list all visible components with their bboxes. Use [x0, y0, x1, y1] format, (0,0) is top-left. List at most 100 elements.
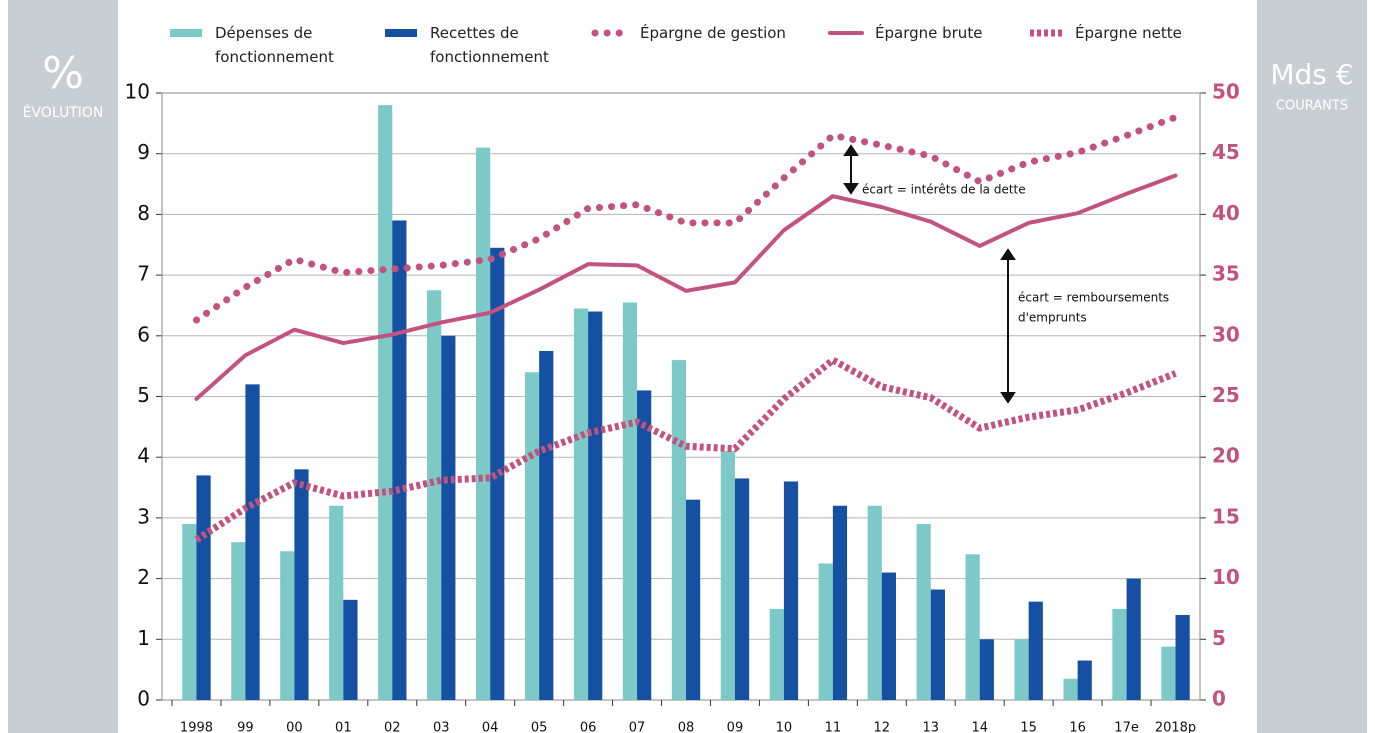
x-tick-label: 09	[727, 721, 744, 733]
bar	[1161, 646, 1176, 700]
bar	[427, 290, 442, 700]
x-tick-label: 07	[629, 721, 646, 733]
x-tick-label: 16	[1069, 721, 1086, 733]
line-solid	[194, 173, 1178, 401]
y2-axis-label: Mds €	[1270, 58, 1353, 91]
x-tick-label: 2018p	[1155, 721, 1196, 733]
y2-tick-label: 45	[1212, 140, 1240, 164]
line-dashed	[194, 356, 1177, 543]
bar	[686, 499, 701, 700]
bar	[965, 554, 980, 700]
y2-tick-label: 25	[1212, 383, 1240, 407]
y-tick-label: 2	[137, 565, 150, 589]
y2-tick-label: 40	[1212, 201, 1240, 225]
annotation: écart = intérêts de la dette	[862, 183, 1026, 197]
bar	[245, 384, 260, 700]
bar	[588, 311, 603, 700]
bar	[343, 599, 358, 700]
bar	[734, 478, 750, 700]
y-tick-label: 5	[137, 383, 150, 407]
x-tick-label: 06	[580, 721, 597, 733]
y2-tick-label: 35	[1212, 262, 1240, 286]
bar	[475, 147, 491, 700]
bar	[979, 639, 994, 700]
legend-label: Épargne nette	[1075, 24, 1182, 42]
bar	[832, 505, 848, 700]
y2-tick-label: 20	[1212, 444, 1240, 468]
bar	[930, 589, 945, 700]
y2-axis-sublabel: COURANTS	[1276, 99, 1348, 114]
bar	[1112, 608, 1127, 700]
x-tick-label: 99	[237, 721, 254, 733]
y2-tick-label: 50	[1212, 80, 1240, 104]
y-tick-label: 3	[137, 504, 150, 528]
y-tick-label: 4	[137, 444, 150, 468]
y2-tick-label: 30	[1212, 322, 1240, 346]
x-tick-label: 14	[971, 721, 988, 733]
y2-tick-label: 0	[1212, 687, 1226, 711]
x-tick-label: 15	[1020, 721, 1037, 733]
bar	[720, 451, 735, 700]
y-tick-label: 6	[137, 322, 150, 346]
bar	[490, 247, 505, 700]
annotation: écart = remboursements	[1018, 291, 1169, 305]
legend-label: Recettes de fonctionnement	[430, 24, 549, 66]
y-tick-label: 1	[137, 626, 150, 650]
bar	[916, 523, 931, 700]
x-tick-label: 00	[286, 721, 303, 733]
bar	[539, 350, 554, 700]
bar	[881, 572, 897, 700]
legend-label: Dépenses de fonctionnement	[215, 24, 334, 66]
y2-tick-label: 15	[1212, 504, 1240, 528]
y-axis-label: %	[42, 48, 84, 99]
x-tick-label: 11	[825, 721, 842, 733]
x-tick-label: 02	[384, 721, 401, 733]
x-tick-label: 10	[776, 721, 793, 733]
bar	[867, 505, 882, 700]
x-tick-label: 05	[531, 721, 548, 733]
x-tick-label: 12	[874, 721, 891, 733]
y2-tick-label: 5	[1212, 626, 1226, 650]
bar	[1175, 615, 1190, 700]
x-tick-label: 08	[678, 721, 695, 733]
bar	[329, 505, 344, 700]
x-tick-label: 17e	[1114, 721, 1139, 733]
x-tick-label: 13	[922, 721, 939, 733]
bar	[637, 390, 652, 700]
annotation-arrow	[843, 144, 1016, 404]
bar	[182, 523, 197, 700]
y-tick-label: 7	[137, 262, 150, 286]
y-tick-label: 8	[137, 201, 150, 225]
y-tick-label: 0	[137, 687, 150, 711]
bar	[622, 302, 638, 700]
bar	[231, 542, 246, 700]
annotation: d'emprunts	[1018, 311, 1087, 325]
y-tick-label: 9	[137, 140, 150, 164]
bar	[769, 608, 784, 700]
x-tick-label: 1998	[180, 721, 213, 733]
x-tick-label: 01	[335, 721, 352, 733]
bar	[1028, 601, 1043, 700]
bar	[818, 563, 833, 700]
line-dotted	[192, 113, 1180, 324]
legend-label: Épargne de gestion	[640, 24, 786, 42]
bar	[1063, 678, 1078, 700]
bar	[573, 308, 589, 700]
bar	[671, 360, 686, 700]
bar	[1014, 639, 1029, 700]
bar	[1126, 578, 1141, 700]
bar	[441, 335, 456, 700]
y-tick-label: 10	[125, 80, 150, 104]
bar	[1077, 660, 1092, 700]
y2-tick-label: 10	[1212, 565, 1240, 589]
left-panel	[8, 0, 118, 733]
bar	[524, 372, 540, 700]
right-panel	[1257, 0, 1367, 733]
y-axis-sublabel: ÉVOLUTION	[23, 104, 104, 121]
x-tick-label: 03	[433, 721, 450, 733]
legend-label: Épargne brute	[875, 24, 983, 42]
bar	[783, 481, 799, 700]
